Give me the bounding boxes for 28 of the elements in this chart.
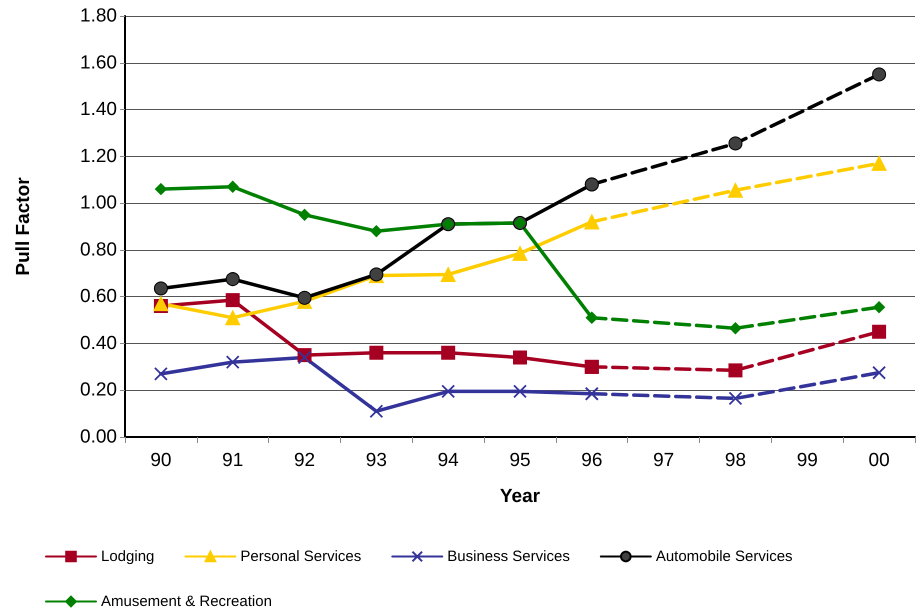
x-tick-label: 96 xyxy=(581,450,602,471)
x-tick-label: 00 xyxy=(868,450,890,471)
y-tick-label: 0.20 xyxy=(80,380,117,401)
y-tick-label: 0.00 xyxy=(80,426,117,448)
y-tick-label: 1.40 xyxy=(80,99,117,120)
y-tick-label: 1.80 xyxy=(80,6,117,26)
x-tick-label: 93 xyxy=(366,450,387,471)
x-tick-label: 91 xyxy=(222,450,244,471)
legend-label: Business Services xyxy=(447,548,570,565)
x-tick-label: 97 xyxy=(653,450,674,471)
y-tick-label: 1.60 xyxy=(80,52,117,74)
y-tick-label: 0.60 xyxy=(80,286,117,308)
legend-label: Amusement & Recreation xyxy=(101,593,272,610)
y-axis-title: Pull Factor xyxy=(13,176,34,276)
x-tick-label: 92 xyxy=(294,450,316,471)
y-tick-label: 1.20 xyxy=(80,146,117,167)
legend-label: Personal Services xyxy=(240,548,362,565)
x-tick-label: 90 xyxy=(150,450,172,471)
y-tick-label: 1.00 xyxy=(80,192,117,214)
x-tick-label: 94 xyxy=(438,450,460,471)
x-tick-label: 98 xyxy=(724,450,746,471)
legend-label: Lodging xyxy=(101,548,154,565)
y-tick-label: 0.40 xyxy=(80,332,117,354)
legend-label: Automobile Services xyxy=(656,548,793,565)
y-tick-label: 0.80 xyxy=(80,239,117,260)
x-tick-label: 99 xyxy=(796,450,818,471)
x-tick-label: 95 xyxy=(509,450,531,471)
x-axis-title: Year xyxy=(500,486,541,507)
